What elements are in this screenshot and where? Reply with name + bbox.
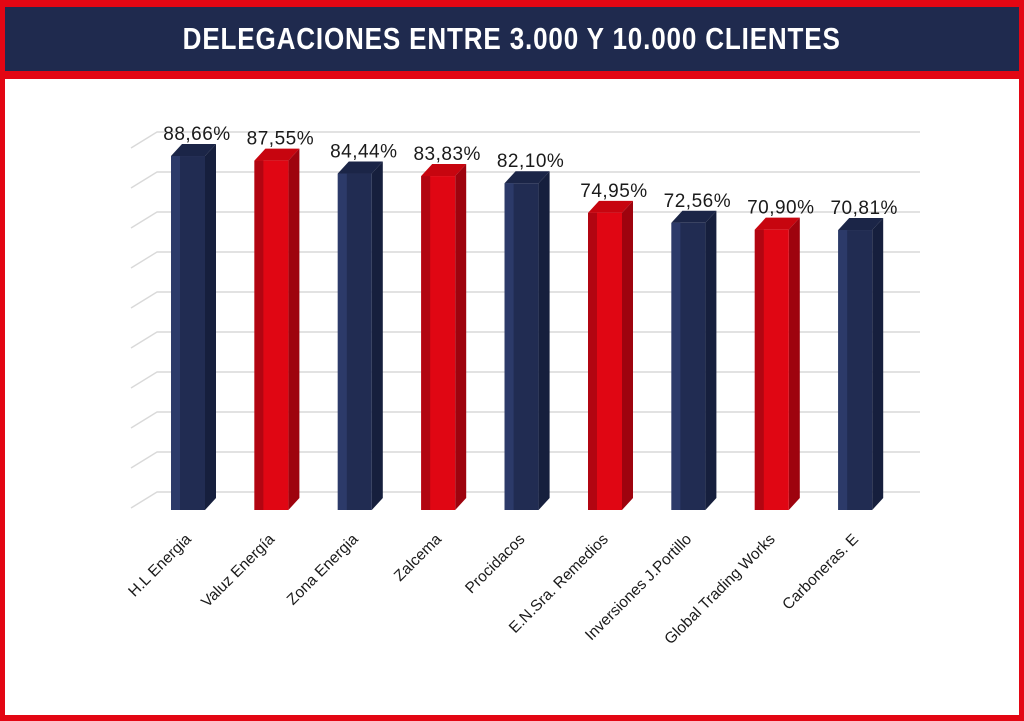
grid-line [130,291,920,309]
bar-top-face [504,171,550,184]
category-label: Carboneras. E [779,531,862,614]
bar-edge-highlight [838,230,848,511]
bar-top-face [254,148,300,161]
bar-edge-highlight [754,229,764,510]
category-label: H.L Energia [125,531,195,601]
bar-edge-highlight [671,222,681,510]
bar-edge-highlight [254,160,264,510]
category-label: Zalcema [391,531,445,585]
bar-value-label: 70,90% [747,198,814,219]
bar-top-face [838,218,884,231]
bar-side-face [288,148,300,510]
category-label: Procidacos [462,531,528,597]
bar-top-face [171,144,216,157]
grid-line [130,171,920,189]
bar-value-label: 84,44% [330,142,397,163]
bar-edge-highlight [421,176,431,510]
category-label: Zona Energia [284,531,362,609]
bar-group-0: 88,66% H.L Energia [125,124,230,600]
gridlines [130,131,920,509]
bar-side-face [705,210,717,510]
bar-edge-highlight [588,212,597,510]
bar-side-face [538,171,550,511]
bar-top-face [421,164,467,177]
bar-value-label: 70,81% [830,198,897,219]
chart-title-bar: DELEGACIONES ENTRE 3.000 Y 10.000 CLIENT… [5,7,1019,79]
bar-group-3: 83,83% Zalcema [391,144,480,585]
grid-line [130,371,920,389]
bar-side-face [872,218,884,511]
bar-value-label: 72,56% [664,191,731,212]
bar-value-label: 83,83% [413,144,480,165]
bar-value-label: 82,10% [497,151,564,172]
category-label: Valuz Energía [198,531,278,611]
bar-side-face [455,164,467,510]
grid-line [130,331,920,349]
bar-value-label: 88,66% [163,124,230,145]
bar-top-face [754,217,800,230]
bar-edge-highlight [171,156,180,511]
title-separator [5,71,1019,79]
bar-side-face [788,217,800,510]
bar-group-2: 84,44% Zona Energia [284,142,397,609]
bar-top-face [671,210,717,223]
bar-side-face [622,200,633,510]
grid-line [130,251,920,269]
bar-top-face [337,161,383,174]
grid-line [130,211,920,229]
bar-value-label: 87,55% [247,129,314,150]
bar-edge-highlight [504,183,514,511]
bar-group-4: 82,10% Procidacos [462,151,564,597]
bar-top-face [588,200,633,213]
grid-line [130,411,920,429]
bar-side-face [205,144,216,511]
grid-line [130,451,920,469]
chart-title: DELEGACIONES ENTRE 3.000 Y 10.000 CLIENT… [182,21,842,56]
grid-line [130,131,920,149]
bar-side-face [371,161,383,510]
grid-line [130,491,920,509]
bar-edge-highlight [337,173,347,510]
bar-value-label: 74,95% [580,181,647,202]
